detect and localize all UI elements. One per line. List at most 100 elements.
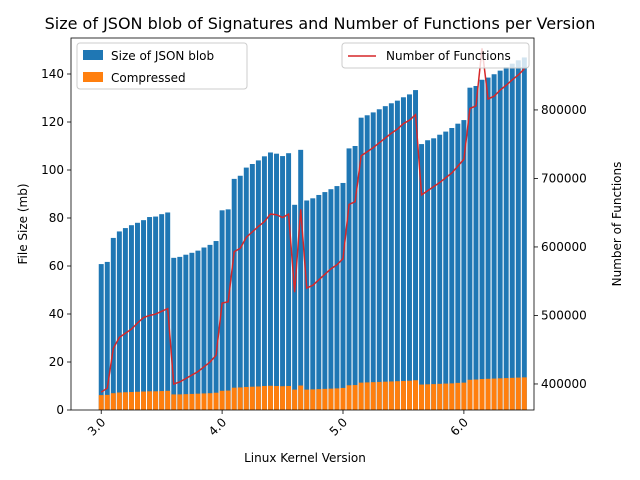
- y2-axis-ticks: 400000 500000 600000 700000 800000: [534, 103, 587, 391]
- json-size-bar: [116, 231, 122, 410]
- compressed-bar: [141, 391, 147, 410]
- legend-functions-label: Number of Functions: [386, 49, 511, 63]
- compressed-bar: [298, 385, 304, 410]
- json-size-bar: [225, 209, 231, 410]
- json-size-bar: [110, 237, 116, 410]
- compressed-bar: [207, 393, 213, 410]
- json-size-bar: [207, 244, 213, 410]
- compressed-bar: [183, 394, 189, 410]
- json-size-bar: [104, 261, 110, 410]
- legend-json-label: Size of JSON blob: [111, 49, 214, 63]
- compressed-bar: [292, 389, 298, 410]
- y-tick-label: 140: [41, 67, 64, 81]
- compressed-bar: [261, 386, 267, 410]
- json-size-bar: [316, 194, 322, 410]
- json-size-bar: [376, 109, 382, 410]
- x-axis-ticks: 3.0 4.0 5.0 6.0: [85, 410, 471, 439]
- y2-tick-label: 600000: [541, 240, 587, 254]
- json-size-bar: [135, 222, 140, 410]
- compressed-bar: [267, 385, 273, 410]
- compressed-bar: [322, 388, 328, 410]
- compressed-bar: [316, 389, 322, 410]
- json-size-bar: [249, 164, 255, 410]
- compressed-bar: [400, 380, 406, 410]
- json-size-bar: [382, 106, 388, 410]
- json-size-bars: [98, 57, 527, 411]
- json-size-bar: [280, 156, 286, 410]
- compressed-bar: [237, 387, 243, 410]
- chart-title: Size of JSON blob of Signatures and Numb…: [45, 14, 596, 33]
- json-size-bar: [503, 67, 509, 410]
- x-axis-label: Linux Kernel Version: [244, 451, 366, 465]
- compressed-bar: [352, 385, 358, 410]
- json-size-bar: [231, 178, 237, 410]
- json-size-bar: [407, 94, 412, 411]
- y2-axis-label: Number of Functions: [610, 162, 624, 287]
- compressed-bar: [128, 392, 134, 410]
- y2-tick-label: 800000: [541, 103, 587, 117]
- json-size-bar: [286, 153, 292, 410]
- json-size-bar: [479, 79, 485, 410]
- json-size-bar: [195, 250, 201, 410]
- json-size-bar: [515, 60, 521, 410]
- compressed-bar: [195, 393, 201, 410]
- compressed-bar: [370, 382, 376, 410]
- compressed-bar: [455, 382, 461, 410]
- legend-compressed-label: Compressed: [111, 71, 186, 85]
- json-size-bar: [243, 167, 249, 410]
- json-size-bar: [509, 63, 515, 411]
- compressed-bar: [497, 378, 503, 410]
- compressed-bar: [280, 386, 286, 410]
- legend-right-frame: [341, 42, 530, 69]
- compressed-bar: [388, 381, 394, 410]
- json-size-bar: [201, 247, 207, 410]
- compressed-bar: [274, 386, 279, 410]
- json-size-bar: [141, 220, 147, 410]
- compressed-bar: [437, 383, 443, 410]
- y-tick-label: 60: [49, 259, 64, 273]
- compressed-bar: [304, 389, 310, 410]
- compressed-bar: [425, 384, 431, 410]
- compressed-bar: [485, 378, 491, 410]
- json-size-bar: [449, 128, 455, 410]
- json-size-bar: [358, 117, 364, 411]
- json-size-bar: [388, 103, 394, 410]
- compressed-bar: [334, 388, 340, 410]
- y-tick-label: 40: [49, 307, 64, 321]
- json-size-bar: [183, 254, 189, 410]
- compressed-bar: [407, 380, 412, 410]
- compressed-bar: [310, 389, 316, 410]
- compressed-bar: [122, 392, 128, 410]
- compressed-bars: [98, 377, 527, 410]
- legend-json-swatch: [83, 50, 103, 60]
- compressed-bar: [376, 381, 382, 410]
- legend-compressed-swatch: [83, 72, 103, 82]
- plot-frame: [70, 37, 535, 411]
- compressed-bar: [358, 382, 364, 410]
- json-size-bar: [467, 87, 473, 411]
- json-size-bar: [521, 57, 527, 410]
- compressed-bar: [413, 380, 419, 410]
- compressed-bar: [340, 387, 346, 410]
- json-size-bar: [364, 115, 370, 410]
- compressed-bar: [449, 383, 455, 410]
- json-size-bar: [267, 152, 273, 411]
- compressed-bar: [225, 390, 231, 410]
- json-size-bar: [292, 204, 298, 410]
- compressed-bar: [165, 390, 171, 410]
- json-size-bar: [400, 97, 406, 410]
- compressed-bar: [249, 386, 255, 410]
- functions-line: [100, 48, 525, 393]
- json-size-bar: [473, 86, 479, 410]
- y-tick-label: 120: [41, 115, 64, 129]
- json-size-bar: [328, 189, 334, 410]
- compressed-bar: [231, 387, 237, 410]
- json-size-bar: [298, 149, 304, 410]
- json-size-bar: [171, 257, 177, 410]
- compressed-bar: [467, 379, 473, 410]
- compressed-bar: [382, 381, 388, 410]
- compressed-bar: [201, 393, 207, 410]
- json-size-bar: [461, 120, 467, 410]
- x-tick-label: 4.0: [206, 415, 229, 438]
- json-size-bar: [237, 175, 243, 410]
